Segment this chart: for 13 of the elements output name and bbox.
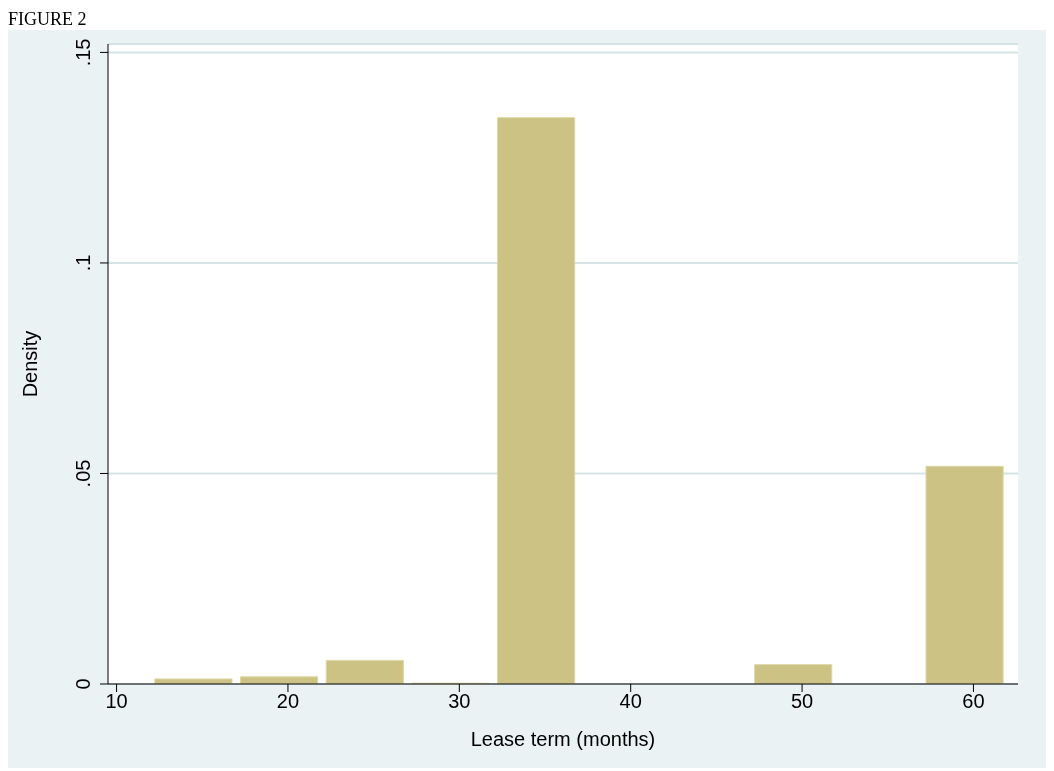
x-tick-label: 20 bbox=[276, 690, 300, 713]
y-axis-title: Density bbox=[19, 330, 42, 398]
y-tick-label: .15 bbox=[72, 38, 94, 67]
x-tick-label: 10 bbox=[105, 690, 128, 713]
y-tick-label: .05 bbox=[72, 459, 94, 488]
y-tick-label: .1 bbox=[72, 254, 94, 272]
x-tick-label: 60 bbox=[962, 690, 985, 713]
x-tick-label: 30 bbox=[448, 690, 471, 713]
y-tick-label: 0 bbox=[72, 678, 94, 690]
x-tick-label: 50 bbox=[790, 690, 814, 713]
x-axis-title: Lease term (months) bbox=[470, 728, 656, 750]
chart-title: FIGURE 2 bbox=[8, 8, 88, 30]
x-tick-label: 40 bbox=[619, 690, 642, 713]
